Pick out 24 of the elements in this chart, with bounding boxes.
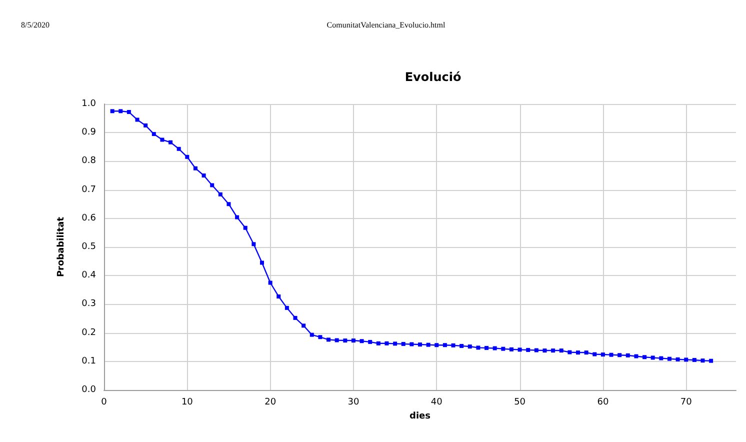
y-tick-label: 0.4 — [82, 270, 96, 281]
y-tick-label: 0.3 — [82, 299, 96, 310]
x-tick-label: 30 — [348, 398, 360, 408]
text: ComunitatValenciana_Evolucio.html — [326, 20, 446, 30]
y-axis-title: Probabilitat — [56, 216, 66, 278]
chart-title: Evolució — [404, 70, 462, 84]
y-tick-label: 0.8 — [82, 156, 96, 166]
y-tick-label: 0.7 — [82, 184, 96, 195]
y-tick-label: 0.0 — [82, 385, 96, 395]
x-axis-title: dies — [410, 412, 430, 422]
x-tick-label: 20 — [264, 398, 276, 408]
y-tick-label: 0.9 — [82, 128, 96, 138]
y-tick-label: 0.2 — [82, 328, 96, 338]
y-tick-label: 0.1 — [82, 356, 96, 366]
x-tick-label: 70 — [680, 398, 692, 408]
x-tick-label: 10 — [181, 398, 194, 408]
x-tick-label: 50 — [514, 398, 526, 408]
text: 8/5/2020 — [21, 20, 50, 30]
y-tick-label: 0.5 — [82, 242, 96, 252]
x-tick-label: 60 — [597, 398, 609, 408]
x-tick-label: 0 — [101, 398, 108, 408]
y-tick-label: 0.6 — [82, 213, 96, 224]
x-tick-label: 40 — [430, 398, 443, 408]
y-tick-label: 1.0 — [82, 99, 96, 109]
